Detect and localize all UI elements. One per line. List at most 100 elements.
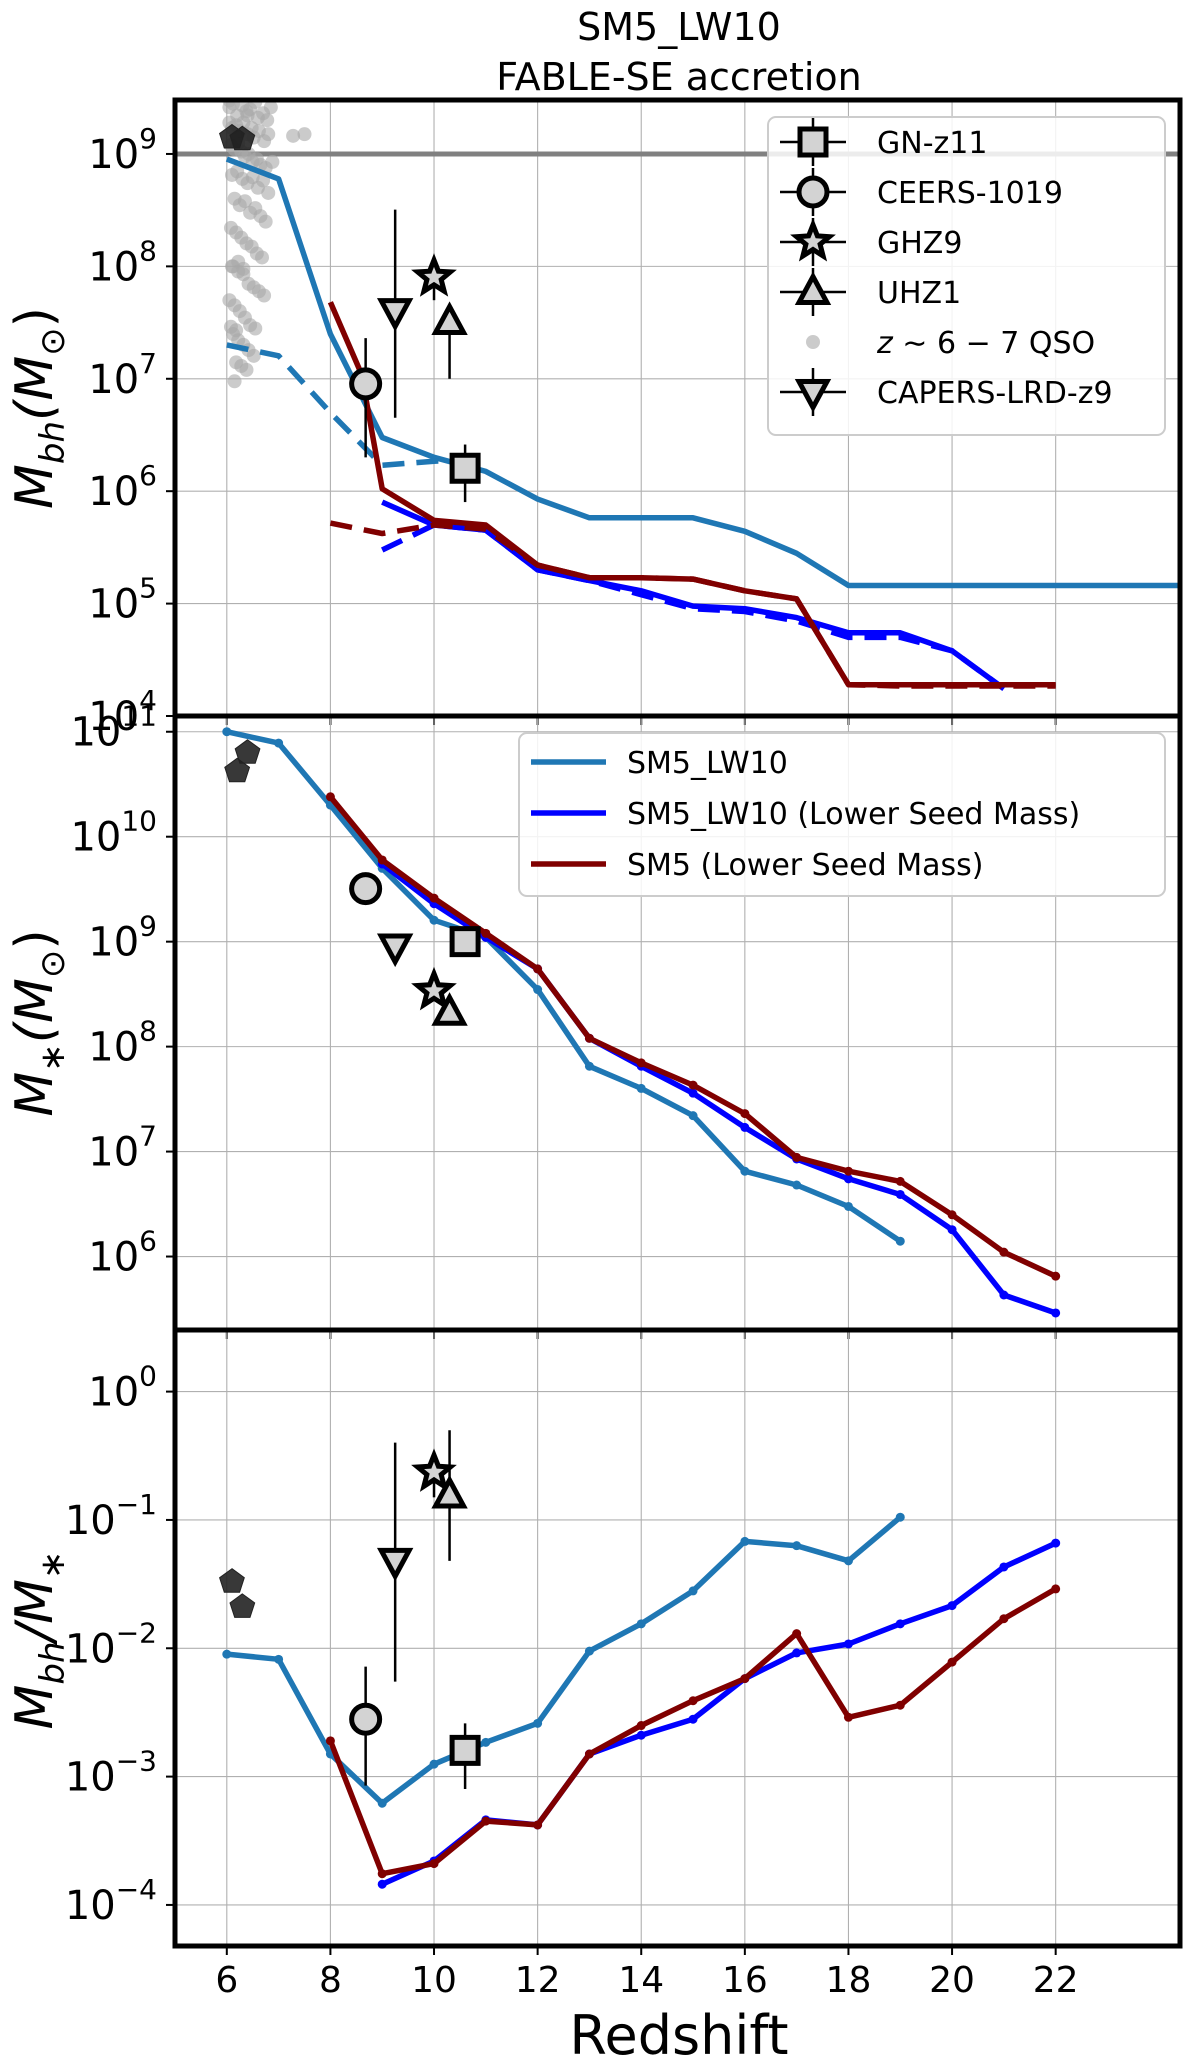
observed-triangle_up: [431, 992, 468, 1026]
legend-observations: GN-z11 CEERS-1019 GHZ9 UHZ1 z ∼ 6 − 7 QSO CAP…: [767, 116, 1166, 436]
y-label-sun-symbol: ⊙: [33, 327, 73, 356]
series-sm5_lw10_low-point: [947, 1225, 957, 1235]
y-tick-label: 109: [88, 910, 157, 966]
x-tick-label: 20: [929, 1960, 975, 2001]
series-sm5_low-point: [481, 1816, 491, 1826]
series-sm5_lw10-point: [636, 1083, 646, 1093]
y-tick-exponent: −4: [116, 1873, 157, 1906]
y-tick-label: 106: [88, 459, 157, 515]
qso-point: [239, 362, 254, 377]
series-sm5_lw10-point: [792, 1541, 802, 1551]
series-sm5_lw10_low-point: [999, 1290, 1009, 1300]
x-tick-label: 18: [826, 1960, 872, 2001]
series-sm5_low-point: [792, 1152, 802, 1162]
series-sm5_low-point: [325, 792, 335, 802]
observed-triangle_down: [376, 933, 414, 968]
legend-label-italic: z: [876, 326, 894, 361]
series-sm5_lw10_low-point: [740, 1122, 750, 1132]
series-sm5_low-point: [636, 1721, 646, 1731]
series-sm5_low-point: [533, 1820, 543, 1830]
observed-star: [411, 1448, 457, 1492]
series-sm5_low-point: [895, 1700, 905, 1710]
series-sm5_lw10-point: [843, 1201, 853, 1211]
legend-label-rest: ∼ 6 − 7 QSO: [893, 326, 1095, 361]
series-sm5_lw10_low-point: [688, 1714, 698, 1724]
series-sm5_low-point: [584, 1033, 594, 1043]
y-label-subscript: bh: [33, 1641, 73, 1684]
y-tick-label: 10−1: [65, 1488, 157, 1544]
legend-frame: [767, 116, 1166, 436]
series-sm5_low-point: [999, 1247, 1009, 1257]
qso-point: [237, 194, 252, 209]
series-sm5_lw10-point: [377, 1798, 387, 1808]
y-tick-label: 100: [88, 1360, 157, 1416]
y-label-tail: (M: [5, 356, 65, 421]
y-tick-exponent: −3: [116, 1745, 157, 1778]
legend-marker-star: [790, 218, 836, 262]
qso-point: [261, 185, 276, 200]
legend-label: GHZ9: [877, 226, 962, 261]
series-sm5_lw10-point: [792, 1180, 802, 1190]
qso-point: [258, 214, 273, 229]
y-axis-label: Mbh(M⊙): [5, 307, 73, 509]
y-axis-label: M∗(M⊙): [5, 929, 73, 1116]
series-sm5_lw10_low-point: [895, 1189, 905, 1199]
y-label-tail: (M: [5, 978, 65, 1043]
qso-point: [257, 288, 272, 303]
series-sm5_low-point: [377, 1869, 387, 1879]
series-sm5_low-point: [740, 1109, 750, 1119]
observed-circle: [349, 872, 383, 906]
chart-title-line-1: SM5_LW10: [577, 5, 781, 49]
series-sm5_lw10-point: [481, 1737, 491, 1747]
y-tick-exponent: 0: [139, 1360, 157, 1393]
y-tick-label: 1010: [70, 805, 157, 861]
legend-label: SM5_LW10 (Lower Seed Mass): [627, 797, 1080, 832]
series-sm5_low-point: [533, 964, 543, 974]
qso-point: [260, 113, 275, 128]
x-axis-label: Redshift: [569, 2004, 788, 2067]
series-sm5_lw10-point: [533, 1718, 543, 1728]
qso-point: [297, 127, 312, 142]
series-sm5_lw10_low-point: [999, 1562, 1009, 1572]
series-sm5_lw10-solid: [226, 729, 902, 1244]
observed-square: [449, 926, 481, 958]
legend-frame: [518, 732, 1166, 897]
qso-point: [236, 261, 251, 276]
qso-point: [261, 127, 276, 142]
panel-black-hole-mass: 104105106107108109Mbh(M⊙)GN-z11CEERS-101…: [5, 97, 1183, 740]
y-tick-label: 10−2: [65, 1616, 157, 1672]
observed-circle: [349, 367, 383, 401]
series-sm5_lw10-point: [274, 1654, 284, 1664]
y-tick-exponent: 5: [139, 572, 157, 605]
legend-marker-triangle_up: [794, 271, 832, 305]
series-sm5_low-point: [481, 928, 491, 938]
series-sm5_lw10-point: [843, 1556, 853, 1566]
qso-point: [240, 108, 255, 123]
x-tick-label: 14: [618, 1960, 664, 2001]
series-sm5_lw10_low-point: [843, 1174, 853, 1184]
qso-point: [246, 348, 261, 363]
series-sm5_lw10_low-point: [688, 1088, 698, 1098]
y-tick-exponent: 4: [139, 684, 157, 717]
series-sm5_low-point: [1051, 1584, 1061, 1594]
plot-area: [175, 1330, 1180, 1946]
series-sm5_lw10_low-point: [895, 1619, 905, 1629]
series-sm5_lw10_low-point: [636, 1730, 646, 1740]
observed-pentagon: [224, 757, 251, 783]
series-sm5_lw10-point: [533, 985, 543, 995]
y-tick-exponent: 7: [139, 347, 157, 380]
y-tick-exponent: 10: [121, 805, 157, 838]
legend-marker-triangle_down: [794, 379, 832, 413]
y-tick-exponent: 9: [139, 910, 157, 943]
y-label-tail: /M: [5, 1579, 65, 1645]
series-sm5_lw10-point: [584, 1646, 594, 1656]
series-sm5_low-point: [947, 1657, 957, 1667]
y-tick-label: 108: [88, 1015, 157, 1071]
series-sm5_low-point: [895, 1176, 905, 1186]
y-tick-label: 109: [88, 122, 157, 178]
qso-point: [248, 321, 263, 336]
series-sm5_lw10-point: [429, 915, 439, 925]
panel-mass-ratio: 10−4 10−3 10−2 10−1 100 6 8 10 12 14 16 18 20 22 Mbh/M…: [5, 1327, 1183, 2001]
y-label-symbol: M: [5, 1685, 65, 1730]
